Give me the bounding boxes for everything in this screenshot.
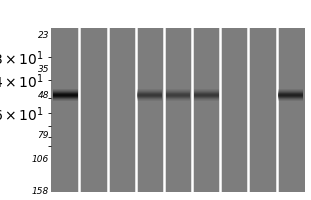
Text: 106: 106 [32, 155, 49, 164]
Text: 48: 48 [38, 91, 49, 100]
Text: 79: 79 [38, 131, 49, 140]
Text: 158: 158 [32, 188, 49, 196]
Text: 23: 23 [38, 31, 49, 40]
Text: 35: 35 [38, 65, 49, 74]
